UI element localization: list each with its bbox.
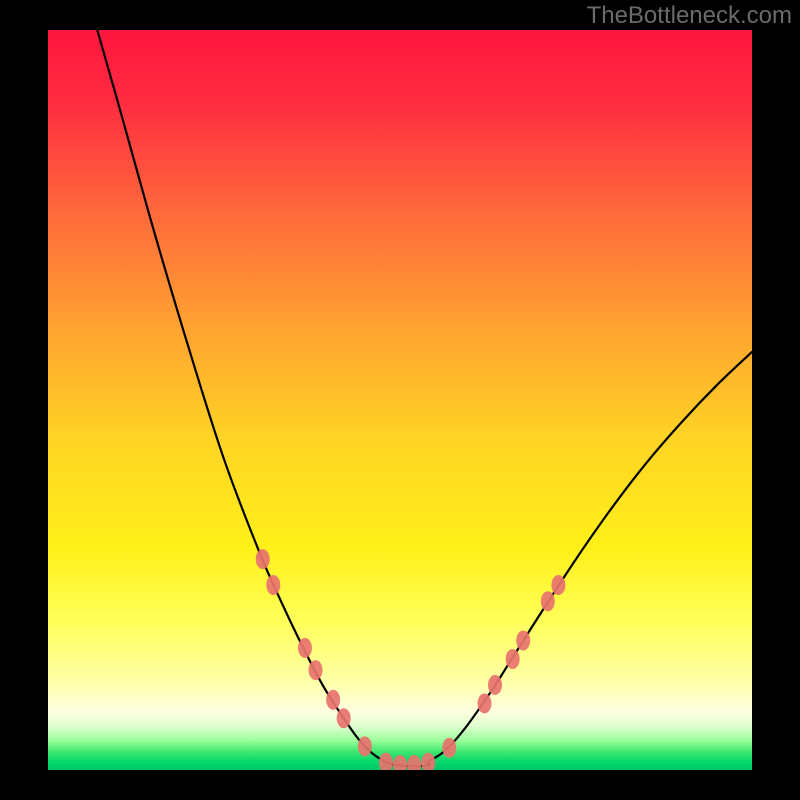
data-marker — [551, 575, 565, 595]
data-marker — [516, 631, 530, 651]
data-marker — [506, 649, 520, 669]
data-marker — [541, 591, 555, 611]
data-marker — [442, 738, 456, 758]
data-marker — [358, 736, 372, 756]
data-marker — [488, 675, 502, 695]
gradient-background — [48, 30, 752, 770]
plot-area — [48, 30, 752, 770]
data-marker — [256, 549, 270, 569]
watermark-text: TheBottleneck.com — [587, 2, 792, 30]
data-marker — [266, 575, 280, 595]
data-marker — [337, 708, 351, 728]
data-marker — [298, 638, 312, 658]
data-marker — [326, 690, 340, 710]
data-marker — [477, 693, 491, 713]
chart-svg — [48, 30, 752, 770]
data-marker — [309, 660, 323, 680]
